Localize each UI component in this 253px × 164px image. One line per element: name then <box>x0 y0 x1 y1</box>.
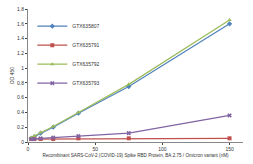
svg-text:1: 1 <box>21 65 24 71</box>
svg-text:1.4: 1.4 <box>17 35 24 41</box>
svg-text:GTX635793: GTX635793 <box>72 80 99 86</box>
svg-text:100: 100 <box>158 146 167 152</box>
svg-text:50: 50 <box>92 146 98 152</box>
svg-text:1.2: 1.2 <box>17 50 24 56</box>
svg-text:GTX635792: GTX635792 <box>72 61 99 67</box>
svg-text:0: 0 <box>27 146 30 152</box>
svg-text:1.8: 1.8 <box>17 6 24 12</box>
svg-text:GTX635807: GTX635807 <box>72 23 99 29</box>
svg-text:Recombinant SARS-CoV-2 (COVID-: Recombinant SARS-CoV-2 (COVID-19) Spike … <box>42 153 229 158</box>
svg-text:OD 450: OD 450 <box>9 67 15 84</box>
svg-text:150: 150 <box>225 146 234 152</box>
svg-text:0: 0 <box>21 139 24 145</box>
svg-text:0.6: 0.6 <box>17 94 24 100</box>
svg-text:0.2: 0.2 <box>17 124 24 130</box>
svg-text:0.8: 0.8 <box>17 80 24 86</box>
svg-text:0.4: 0.4 <box>17 109 24 115</box>
svg-text:GTX635791: GTX635791 <box>72 42 99 48</box>
svg-text:1.6: 1.6 <box>17 21 24 27</box>
